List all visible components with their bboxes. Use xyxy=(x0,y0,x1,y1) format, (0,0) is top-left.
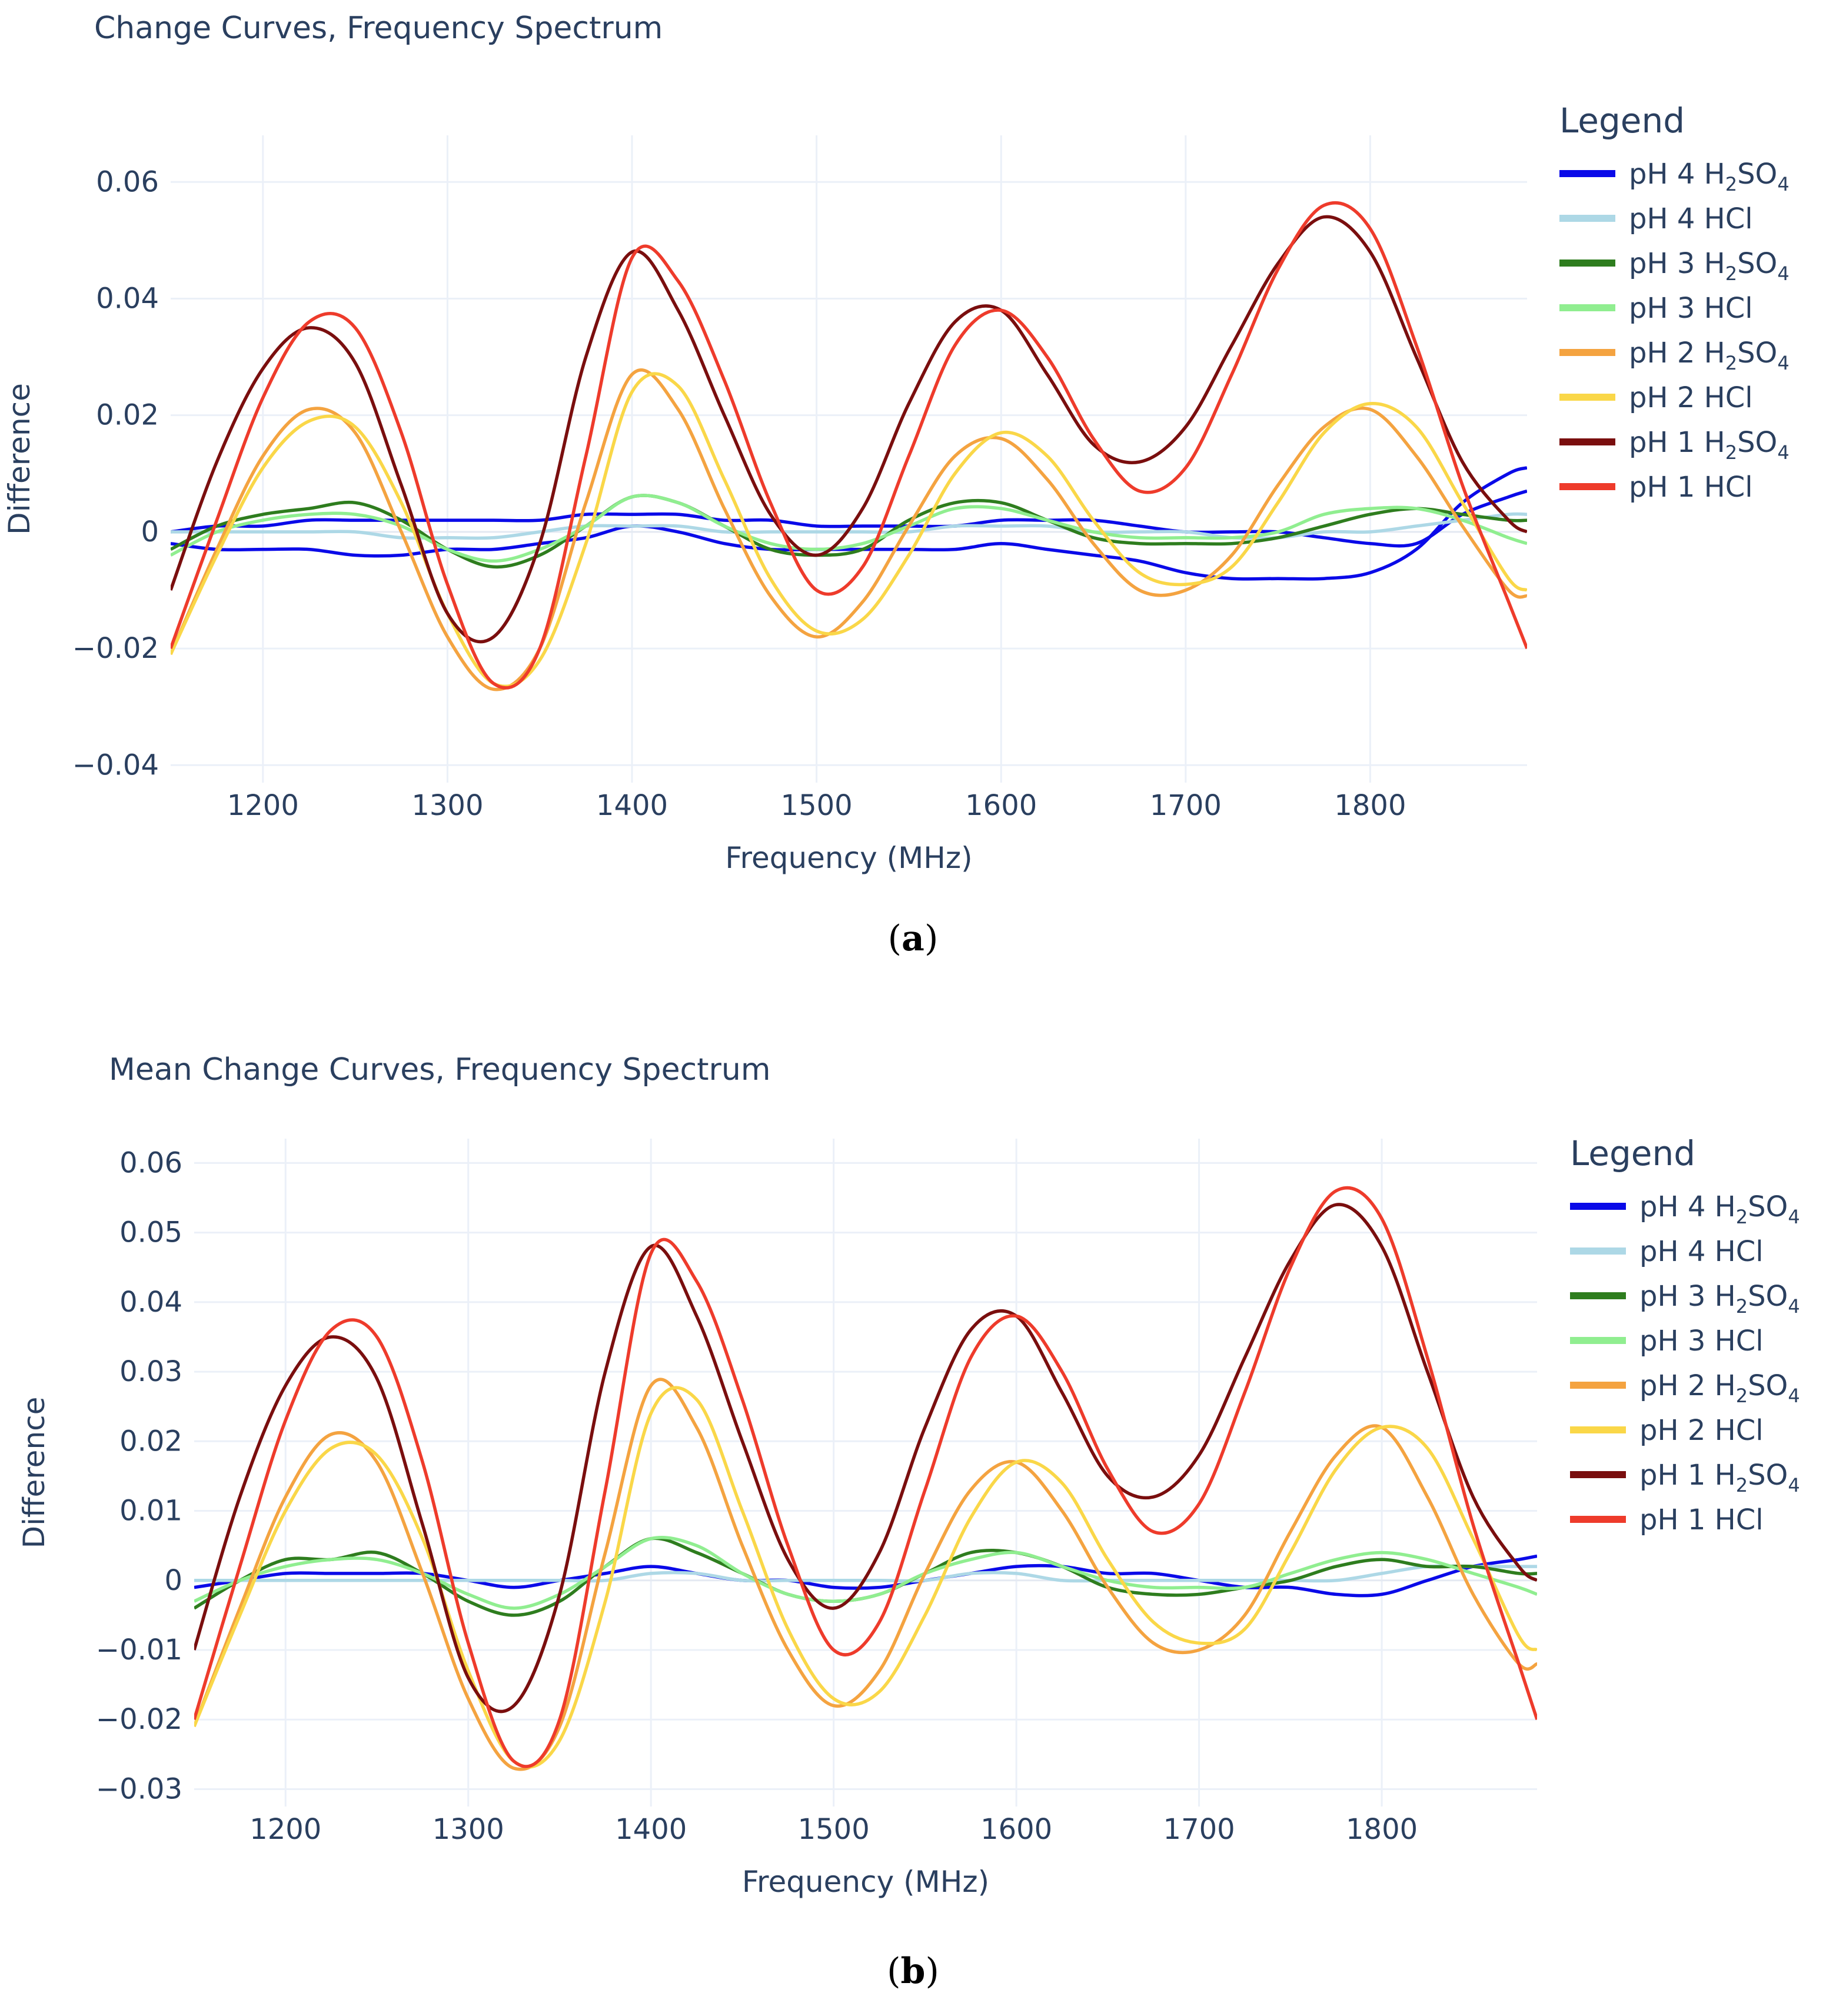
y-axis-label: Difference xyxy=(2,383,36,535)
legend-label[interactable]: pH 3 HCl xyxy=(1639,1325,1764,1358)
legend-label[interactable]: pH 2 HCl xyxy=(1639,1414,1764,1447)
chart-title: Change Curves, Frequency Spectrum xyxy=(94,11,663,46)
series-line[interactable] xyxy=(171,494,1527,569)
chart-panel-b: Mean Change Curves, Frequency Spectrum 12… xyxy=(0,1030,1826,2016)
x-tick-label: 1700 xyxy=(1150,789,1222,822)
legend-label[interactable]: pH 4 H2SO4 xyxy=(1639,1190,1800,1228)
y-tick-label: 0.05 xyxy=(119,1216,182,1249)
y-tick-label: 0.04 xyxy=(119,1286,182,1319)
series-line[interactable] xyxy=(171,368,1527,691)
legend-label[interactable]: pH 2 H2SO4 xyxy=(1639,1369,1800,1407)
series-line[interactable] xyxy=(171,372,1527,688)
y-tick-label: 0 xyxy=(141,515,159,548)
y-tick-label: 0.02 xyxy=(119,1425,182,1458)
legend-title: Legend xyxy=(1559,101,1685,141)
series-line[interactable] xyxy=(171,215,1527,644)
series-line[interactable] xyxy=(194,1186,1537,1768)
y-tick-label: −0.03 xyxy=(96,1772,182,1805)
series-line[interactable] xyxy=(171,201,1527,690)
y-tick-label: 0.06 xyxy=(119,1146,182,1179)
legend-label[interactable]: pH 1 HCl xyxy=(1639,1503,1764,1536)
y-tick-label: 0.01 xyxy=(119,1495,182,1528)
y-axis-label: Difference xyxy=(17,1397,51,1549)
series-line[interactable] xyxy=(171,466,1527,581)
chart-title: Mean Change Curves, Frequency Spectrum xyxy=(109,1052,771,1087)
x-tick-label: 1300 xyxy=(433,1813,504,1846)
y-tick-label: 0.02 xyxy=(96,399,159,432)
chart-panel-a: Change Curves, Frequency Spectrum 1200 130… xyxy=(0,0,1826,1000)
series-line[interactable] xyxy=(194,1564,1537,1583)
x-tick-label: 1600 xyxy=(965,789,1037,822)
series-line[interactable] xyxy=(194,1203,1537,1714)
caption-a-letter: a xyxy=(902,918,924,959)
series-group xyxy=(171,201,1527,691)
x-tick-label: 1700 xyxy=(1163,1813,1235,1846)
series-line[interactable] xyxy=(171,512,1527,540)
x-axis-label: Frequency (MHz) xyxy=(725,841,972,875)
legend-label[interactable]: pH 3 H2SO4 xyxy=(1629,247,1790,285)
legend-label[interactable]: pH 1 H2SO4 xyxy=(1639,1459,1800,1496)
x-tick-label: 1800 xyxy=(1334,789,1406,822)
legend-label[interactable]: pH 4 H2SO4 xyxy=(1629,158,1790,195)
chart-b-svg: Mean Change Curves, Frequency Spectrum 12… xyxy=(17,1052,1800,1899)
x-tick-label: 1300 xyxy=(411,789,483,822)
y-tick-label: −0.02 xyxy=(96,1703,182,1736)
legend-label[interactable]: pH 3 H2SO4 xyxy=(1639,1280,1800,1318)
legend-label[interactable]: pH 4 HCl xyxy=(1629,202,1753,235)
series-line[interactable] xyxy=(194,1386,1537,1769)
caption-a: (a) xyxy=(887,918,939,959)
x-tick-label: 1200 xyxy=(250,1813,321,1846)
legend-label[interactable]: pH 1 H2SO4 xyxy=(1629,426,1790,464)
chart-a-svg: Change Curves, Frequency Spectrum 1200 130… xyxy=(2,11,1790,875)
y-tick-label: 0 xyxy=(164,1564,182,1597)
legend-label[interactable]: pH 4 HCl xyxy=(1639,1235,1764,1268)
legend-label[interactable]: pH 2 H2SO4 xyxy=(1629,337,1790,374)
y-tick-label: −0.01 xyxy=(96,1634,182,1666)
y-tick-label: −0.02 xyxy=(72,632,159,665)
x-tick-label: 1500 xyxy=(798,1813,870,1846)
x-tick-label: 1400 xyxy=(615,1813,687,1846)
legend-label[interactable]: pH 1 HCl xyxy=(1629,471,1753,504)
x-axis-label: Frequency (MHz) xyxy=(742,1865,989,1899)
legend-title: Legend xyxy=(1570,1133,1695,1173)
y-tick-label: 0.06 xyxy=(96,165,159,198)
y-tick-label: 0.04 xyxy=(96,282,159,315)
y-tick-label: −0.04 xyxy=(72,748,159,781)
legend-label[interactable]: pH 2 HCl xyxy=(1629,381,1753,414)
series-group xyxy=(194,1186,1537,1771)
caption-b-letter: b xyxy=(900,1951,926,1992)
series-line[interactable] xyxy=(194,1378,1537,1771)
x-tick-label: 1800 xyxy=(1346,1813,1418,1846)
x-tick-label: 1400 xyxy=(596,789,668,822)
x-tick-label: 1600 xyxy=(980,1813,1052,1846)
legend-label[interactable]: pH 3 HCl xyxy=(1629,292,1753,325)
series-line[interactable] xyxy=(171,494,1527,563)
x-tick-label: 1200 xyxy=(227,789,299,822)
y-tick-label: 0.03 xyxy=(119,1355,182,1388)
caption-b: (b) xyxy=(887,1951,939,1992)
x-tick-label: 1500 xyxy=(781,789,853,822)
